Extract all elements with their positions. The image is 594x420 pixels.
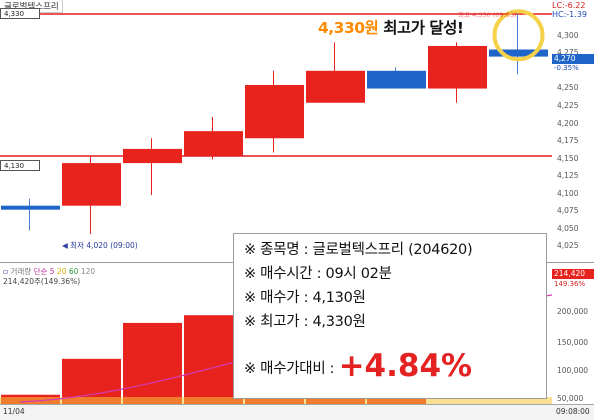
legend-simple: 단순: [33, 267, 48, 276]
y-tick: 4,250: [557, 83, 579, 92]
y-tick: 4,100: [557, 189, 579, 198]
volume-legend: ▫ 거래량 단순 5 20 60 120: [3, 266, 95, 277]
y-tick: 4,025: [557, 241, 579, 250]
volume-y-tick: 100,000: [557, 366, 589, 375]
legend-ma60: 60: [68, 267, 79, 276]
compare-line: ※ 매수가대비 : +4.84%: [244, 348, 546, 384]
compare-label: ※ 매수가대비 :: [244, 361, 335, 377]
legend-ma20: 20: [56, 267, 67, 276]
candle-body: [62, 163, 121, 206]
callout-text: 최고가 달성!: [383, 19, 464, 37]
buy-time-line: ※ 매수시간 : 09시 02분: [244, 266, 392, 282]
lc-label: LC:-6.22: [552, 1, 586, 10]
y-tick: 4,200: [557, 119, 579, 128]
volume-current-tag: 214,420: [552, 269, 594, 279]
volume-y-axis: 214,420 149.36% 200,000 150,000 100,000 …: [552, 262, 594, 405]
stock-name-label: 글로벌텍스프리: [4, 2, 59, 12]
low-price-label: 최저 4,020 (09:00): [70, 241, 138, 250]
volume-base-strip: [0, 397, 552, 405]
candle-body: [367, 70, 426, 89]
y-tick: 4,075: [557, 206, 579, 215]
y-tick: 4,275: [557, 48, 579, 57]
legend-ma5: 5: [49, 267, 55, 276]
low-price-annotation: ◀ 최저 4,020 (09:00): [62, 240, 138, 251]
time-label: 09:08:00: [556, 407, 590, 416]
y-tick: 4,125: [557, 171, 579, 180]
y-tick: 4,175: [557, 136, 579, 145]
current-change-tag: -0.35%: [554, 64, 579, 72]
volume-y-tick: 200,000: [557, 307, 589, 316]
candle-body: [245, 85, 304, 139]
high-price-annotation: 최고 4,330 (09:03): [458, 11, 517, 19]
price-y-axis: LC:-6.22 HC:-1.39 4,300 4,275 4,270 -0.3…: [552, 0, 594, 262]
legend-volume: 거래량: [10, 267, 32, 276]
volume-current-pct: 149.36%: [554, 280, 586, 288]
y-tick: 4,050: [557, 224, 579, 233]
high-price-callout: 4,330원 최고가 달성!: [318, 16, 464, 38]
candle-body: [428, 45, 487, 89]
candle-body: [489, 49, 548, 57]
top-price-marker: 4,330: [0, 8, 40, 19]
price-chart[interactable]: 글로벌텍스프리 4,330 4,130 ◀ 최저 4,020 (09:00) 최…: [0, 0, 553, 262]
date-label: 11/04: [3, 407, 25, 416]
candle-body: [184, 131, 243, 156]
arrow-left-icon: ◀: [62, 241, 68, 250]
stock-info-line: ※ 종목명 : 글로벌텍스프리 (204620): [244, 242, 473, 258]
y-tick: 4,225: [557, 101, 579, 110]
y-tick: 4,300: [557, 31, 579, 40]
highlight-ring: [492, 9, 545, 62]
legend-ma120: 120: [80, 267, 96, 276]
legend-icon: ▫: [3, 267, 9, 276]
volume-y-tick: 150,000: [557, 338, 589, 347]
buy-price-marker: 4,130: [0, 160, 40, 171]
volume-bar: [123, 322, 182, 405]
volume-last-value: 214,420주(149.36%): [3, 277, 81, 286]
candle-body: [306, 70, 365, 103]
time-axis: 11/04 09:08:00: [0, 404, 594, 420]
candle-body: [123, 148, 182, 164]
candlestick-chart: [0, 9, 552, 235]
current-price-tag: 4,270: [552, 54, 594, 64]
callout-price: 4,330원: [318, 19, 379, 37]
hc-label: HC:-1.39: [552, 10, 587, 19]
compare-value: +4.84%: [338, 348, 473, 384]
trade-info-box: ※ 종목명 : 글로벌텍스프리 (204620) ※ 매수시간 : 09시 02…: [233, 233, 547, 399]
volume-y-tick: 50,000: [557, 394, 584, 403]
high-price-line: ※ 최고가 : 4,330원: [244, 314, 366, 330]
candle-body: [1, 205, 60, 210]
y-tick: 4,150: [557, 154, 579, 163]
buy-price-line: ※ 매수가 : 4,130원: [244, 290, 366, 306]
